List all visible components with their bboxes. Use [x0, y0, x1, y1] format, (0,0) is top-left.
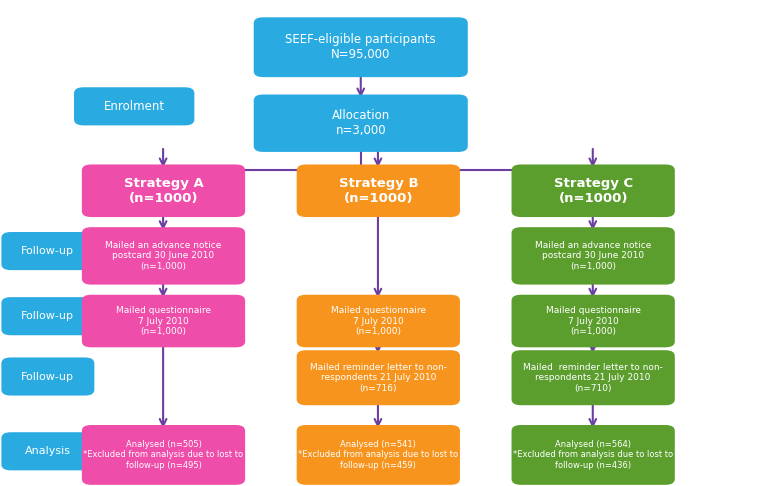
- FancyBboxPatch shape: [82, 164, 245, 217]
- Text: Mailed questionnaire
7 July 2010
(n=1,000): Mailed questionnaire 7 July 2010 (n=1,00…: [546, 306, 641, 336]
- FancyBboxPatch shape: [511, 425, 675, 485]
- Text: Mailed reminder letter to non-
respondents 21 July 2010
(n=716): Mailed reminder letter to non- responden…: [310, 363, 447, 393]
- FancyBboxPatch shape: [2, 358, 94, 396]
- Text: Strategy C
(n=1000): Strategy C (n=1000): [554, 177, 633, 205]
- Text: Allocation
n=3,000: Allocation n=3,000: [332, 109, 390, 137]
- Text: Mailed questionnaire
7 July 2010
(n=1,000): Mailed questionnaire 7 July 2010 (n=1,00…: [331, 306, 426, 336]
- FancyBboxPatch shape: [82, 227, 245, 285]
- Text: Analysis: Analysis: [25, 446, 71, 456]
- Text: SEEF-eligible participants
N=95,000: SEEF-eligible participants N=95,000: [285, 33, 436, 61]
- Text: Follow-up: Follow-up: [21, 311, 74, 321]
- FancyBboxPatch shape: [296, 295, 460, 347]
- FancyBboxPatch shape: [511, 227, 675, 285]
- FancyBboxPatch shape: [82, 425, 245, 485]
- FancyBboxPatch shape: [2, 297, 94, 335]
- Text: Strategy B
(n=1000): Strategy B (n=1000): [339, 177, 418, 205]
- Text: Mailed an advance notice
postcard 30 June 2010
(n=1,000): Mailed an advance notice postcard 30 Jun…: [535, 241, 652, 271]
- FancyBboxPatch shape: [511, 295, 675, 347]
- Text: Analysed (n=541)
*Excluded from analysis due to lost to
follow-up (n=459): Analysed (n=541) *Excluded from analysis…: [298, 440, 459, 470]
- Text: Mailed an advance notice
postcard 30 June 2010
(n=1,000): Mailed an advance notice postcard 30 Jun…: [105, 241, 222, 271]
- Text: Strategy A
(n=1000): Strategy A (n=1000): [124, 177, 203, 205]
- FancyBboxPatch shape: [296, 350, 460, 405]
- Text: Analysed (n=505)
*Excluded from analysis due to lost to
follow-up (n=495): Analysed (n=505) *Excluded from analysis…: [83, 440, 244, 470]
- FancyBboxPatch shape: [74, 87, 194, 125]
- FancyBboxPatch shape: [254, 17, 468, 77]
- FancyBboxPatch shape: [511, 350, 675, 405]
- Text: Follow-up: Follow-up: [21, 371, 74, 382]
- Text: Mailed  reminder letter to non-
respondents 21 July 2010
(n=710): Mailed reminder letter to non- responden…: [523, 363, 663, 393]
- Text: Follow-up: Follow-up: [21, 246, 74, 256]
- FancyBboxPatch shape: [511, 164, 675, 217]
- FancyBboxPatch shape: [296, 425, 460, 485]
- Text: Mailed questionnaire
7 July 2010
(n=1,000): Mailed questionnaire 7 July 2010 (n=1,00…: [116, 306, 211, 336]
- Text: Analysed (n=564)
*Excluded from analysis due to lost to
follow-up (n=436): Analysed (n=564) *Excluded from analysis…: [513, 440, 673, 470]
- FancyBboxPatch shape: [82, 295, 245, 347]
- FancyBboxPatch shape: [296, 164, 460, 217]
- FancyBboxPatch shape: [2, 232, 94, 270]
- Text: Enrolment: Enrolment: [103, 100, 165, 113]
- FancyBboxPatch shape: [254, 94, 468, 152]
- FancyBboxPatch shape: [2, 432, 94, 470]
